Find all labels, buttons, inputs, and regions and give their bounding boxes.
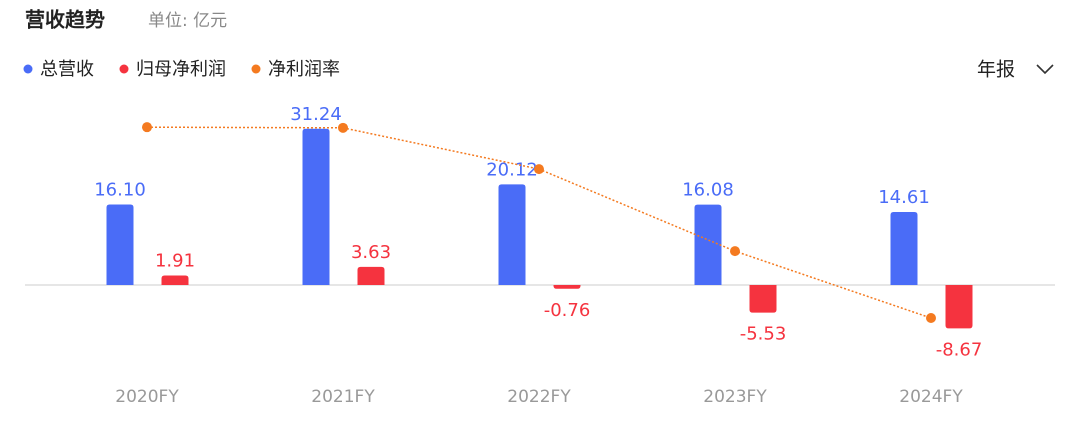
bar	[302, 128, 330, 285]
value-label: 20.12	[486, 159, 538, 180]
chart-title: 营收趋势	[25, 8, 105, 32]
value-label: 1.91	[155, 250, 195, 271]
bar	[749, 285, 777, 313]
line	[146, 126, 932, 319]
bar	[945, 285, 973, 329]
line-point	[338, 122, 348, 133]
bar	[357, 266, 385, 285]
legend-label: 总营收	[40, 59, 94, 80]
line-point	[534, 164, 544, 175]
legend-label: 归母净利润	[136, 59, 226, 80]
x-tick-label: 2020FY	[115, 387, 179, 407]
x-tick-label: 2021FY	[311, 387, 375, 407]
dropdown-chevron[interactable]	[1036, 64, 1054, 75]
bar	[694, 204, 722, 285]
x-tick-label: 2023FY	[703, 387, 767, 407]
legend-marker	[251, 64, 261, 74]
value-label: 3.63	[351, 242, 391, 263]
bar	[553, 285, 581, 289]
line-point	[730, 246, 740, 257]
value-label: 16.08	[682, 180, 734, 201]
bar	[161, 275, 189, 285]
bar	[890, 211, 918, 285]
value-label: 16.10	[94, 180, 146, 201]
bar	[106, 204, 134, 285]
legend-label: 净利润率	[268, 59, 340, 80]
x-tick-label: 2022FY	[507, 387, 571, 407]
x-tick-label: 2024FY	[899, 387, 963, 407]
value-label: 31.24	[290, 104, 342, 125]
value-label: -0.76	[544, 300, 591, 321]
unit-label: 单位: 亿元	[148, 11, 227, 31]
legend-marker	[119, 64, 129, 74]
period-selector[interactable]: 年报	[977, 59, 1015, 81]
line-point	[926, 313, 936, 324]
bar	[498, 184, 526, 285]
legend-marker	[23, 64, 33, 74]
line-point	[142, 122, 152, 133]
value-label: -5.53	[740, 324, 787, 345]
value-label: -8.67	[936, 339, 983, 360]
value-label: 14.61	[878, 187, 930, 208]
